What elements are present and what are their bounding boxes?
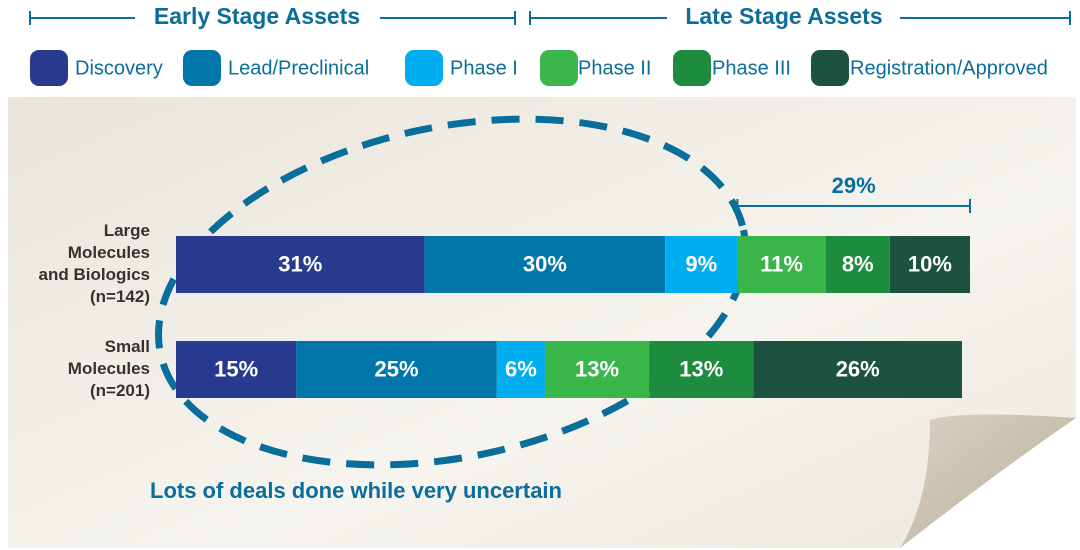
- category-label: Molecules: [68, 243, 150, 262]
- header-early: Early Stage Assets: [154, 3, 360, 29]
- bar-segment: [424, 236, 666, 293]
- header-late: Late Stage Assets: [685, 3, 882, 29]
- category-label: (n=201): [90, 381, 150, 400]
- value-label: 8%: [842, 251, 874, 276]
- bar-segment: [665, 236, 738, 293]
- annotation: Lots of deals done while very uncertain: [150, 478, 562, 503]
- legend-label: Phase I: [450, 57, 518, 79]
- paper-background: [8, 97, 1076, 548]
- value-label: 26%: [836, 356, 880, 381]
- bar-segment: [296, 341, 497, 398]
- paper-curl: [900, 414, 1076, 548]
- legend-label: Discovery: [75, 57, 163, 79]
- bracket: [736, 199, 971, 213]
- category-label: (n=142): [90, 287, 150, 306]
- legend-swatch: [30, 50, 68, 86]
- value-label: 15%: [214, 356, 258, 381]
- legend-swatch: [673, 50, 711, 86]
- bar-segment: [825, 236, 890, 293]
- bar-segment: [544, 341, 650, 398]
- category-label: Large: [104, 221, 150, 240]
- value-label: 13%: [575, 356, 619, 381]
- value-label: 10%: [908, 251, 952, 276]
- value-label: 6%: [505, 356, 537, 381]
- bar-segment: [753, 341, 962, 398]
- value-label: 13%: [679, 356, 723, 381]
- header-bg: [667, 4, 900, 32]
- bar-segment: [649, 341, 754, 398]
- legend-label: Lead/Preclinical: [228, 57, 369, 79]
- bar-segment: [176, 341, 297, 398]
- legend-label: Phase III: [712, 57, 791, 79]
- value-label: 25%: [375, 356, 419, 381]
- legend-swatch: [811, 50, 849, 86]
- value-label: 30%: [523, 251, 567, 276]
- category-label: Molecules: [68, 359, 150, 378]
- legend-swatch: [540, 50, 578, 86]
- category-label: Small: [105, 337, 150, 356]
- value-label: 31%: [278, 251, 322, 276]
- value-label: 9%: [685, 251, 717, 276]
- legend-label: Phase II: [578, 57, 651, 79]
- uncertainty-ellipse: [155, 115, 749, 469]
- legend-swatch: [183, 50, 221, 86]
- bar-segment: [496, 341, 545, 398]
- bar-segment: [889, 236, 970, 293]
- legend-swatch: [405, 50, 443, 86]
- value-label: 11%: [760, 251, 803, 276]
- bar-segment: [737, 236, 826, 293]
- bar-segment: [176, 236, 425, 293]
- header-bg: [135, 4, 380, 32]
- category-label: and Biologics: [39, 265, 150, 284]
- bracket-label: 29%: [832, 173, 876, 198]
- legend-label: Registration/Approved: [850, 57, 1048, 79]
